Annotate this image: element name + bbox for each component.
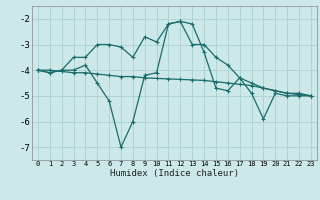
X-axis label: Humidex (Indice chaleur): Humidex (Indice chaleur) xyxy=(110,169,239,178)
